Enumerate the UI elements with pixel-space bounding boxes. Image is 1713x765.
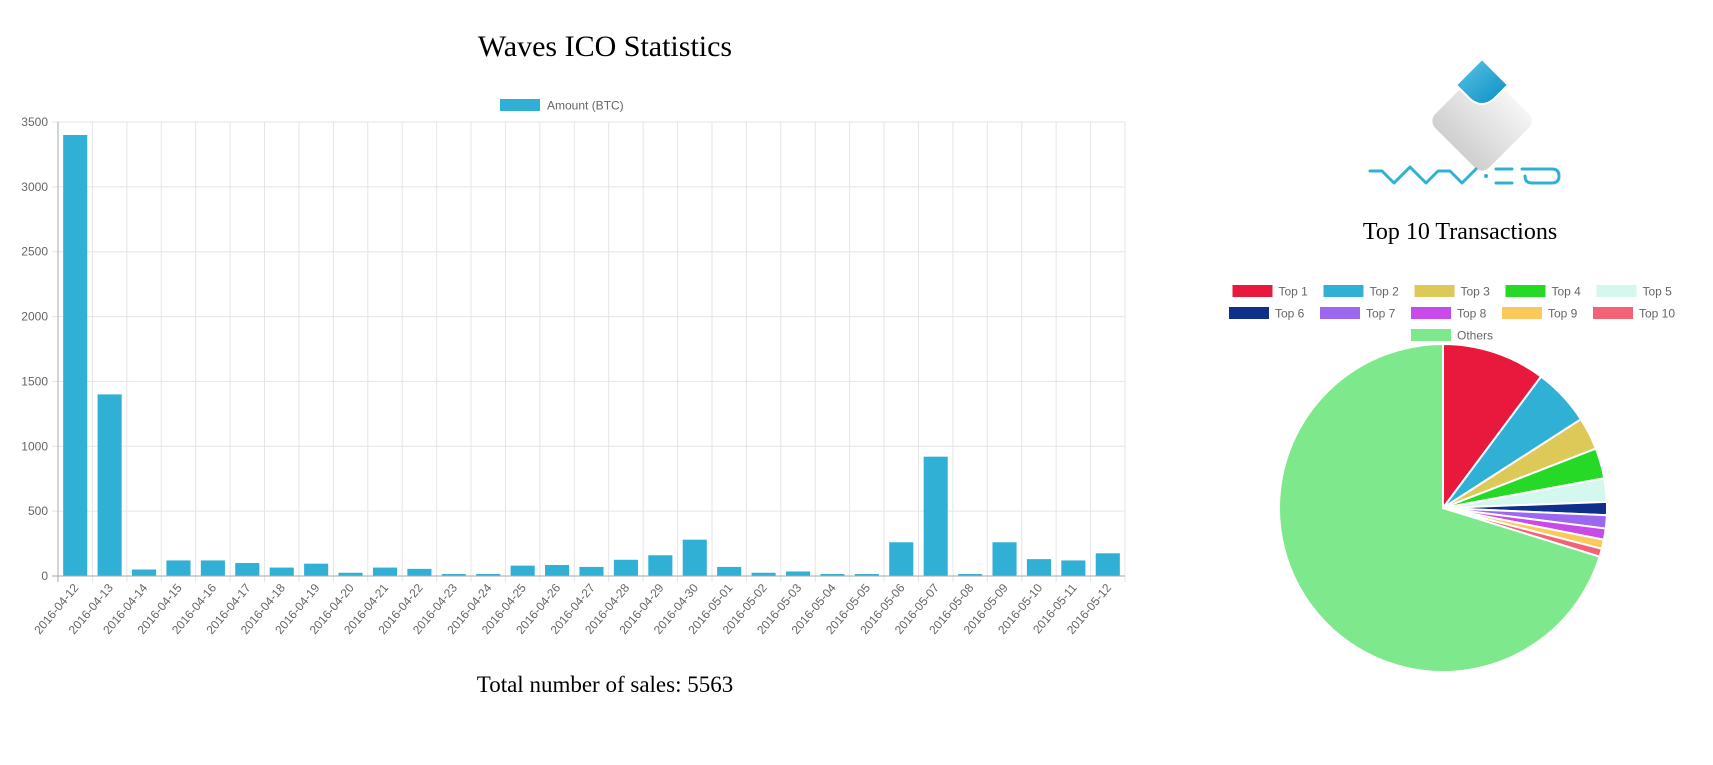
bar-2016-04-28 xyxy=(613,559,638,576)
legend-label-top-2: Top 2 xyxy=(1370,285,1400,299)
bar-2016-04-29 xyxy=(648,555,673,576)
legend-swatch-others xyxy=(1411,329,1451,341)
bar-2016-05-04 xyxy=(820,574,845,576)
waves-logo: WAVES xyxy=(1368,57,1561,192)
pie-slice-others xyxy=(1278,342,1601,673)
bar-2016-04-25 xyxy=(510,565,535,576)
bar-2016-04-24 xyxy=(476,574,501,576)
pie-legend: Top 1 Top 2 Top 3 Top 4 Top 5 Top 6 Top 7 Top 8… xyxy=(1229,285,1675,343)
pie-slice-top-1 xyxy=(1442,342,1543,512)
legend-label-top-10: Top 10 xyxy=(1639,307,1675,321)
legend-swatch-top-9 xyxy=(1502,307,1542,319)
y-tick-label: 3500 xyxy=(21,115,48,129)
legend-swatch-top-2 xyxy=(1323,285,1364,297)
bar-2016-05-12 xyxy=(1095,553,1120,576)
bar-2016-05-05 xyxy=(854,574,879,576)
legend-label-top-5: Top 5 xyxy=(1643,285,1673,299)
pie-chart-title: Top 10 Transactions xyxy=(1362,219,1558,245)
legend-label-top-9: Top 9 xyxy=(1548,307,1578,321)
legend-label-top-3: Top 3 xyxy=(1461,285,1491,299)
logo-text: WAVES xyxy=(1464,189,1468,192)
bar-2016-05-01 xyxy=(717,566,742,576)
bar-2016-04-21 xyxy=(372,567,398,576)
legend-swatch-amount xyxy=(500,99,540,111)
legend-swatch-top-8 xyxy=(1411,307,1451,319)
bar-2016-05-10 xyxy=(1026,559,1051,576)
bar-2016-05-06 xyxy=(889,542,914,576)
y-tick-label: 1000 xyxy=(21,439,48,453)
bar-legend: Amount (BTC) xyxy=(500,99,624,113)
bar-2016-04-18 xyxy=(269,567,294,576)
pie-chart: Top 1 Top 2 Top 3 Top 4 Top 5 Top 6 Top 7 Top 8… xyxy=(1229,285,1675,673)
bar-2016-04-13 xyxy=(97,394,122,576)
bar-2016-04-16 xyxy=(200,560,225,576)
chart-title: Waves ICO Statistics xyxy=(477,30,733,63)
y-tick-label: 500 xyxy=(28,504,48,518)
legend-swatch-top-1 xyxy=(1232,285,1273,297)
bar-2016-04-20 xyxy=(338,572,363,576)
bar-chart: Amount (BTC) 0 500 1000 1500 2000 2500 3000 3500… xyxy=(21,99,1126,637)
legend-swatch-top-5 xyxy=(1596,285,1637,297)
bar-2016-05-03 xyxy=(785,571,811,576)
bar-2016-04-12 xyxy=(63,134,88,576)
legend-swatch-top-10 xyxy=(1593,307,1633,319)
bar-2016-04-27 xyxy=(579,566,604,576)
bar-2016-04-17 xyxy=(235,563,260,576)
bar-2016-05-07 xyxy=(923,456,948,576)
legend-label-others: Others xyxy=(1457,329,1493,343)
bar-2016-04-22 xyxy=(407,568,432,576)
legend-swatch-top-6 xyxy=(1229,307,1269,319)
y-tick-label: 2000 xyxy=(21,310,48,324)
legend-label-top-7: Top 7 xyxy=(1366,307,1396,321)
bar-2016-05-09 xyxy=(992,542,1017,576)
total-sales-label: Total number of sales: 5563 xyxy=(476,672,734,697)
bar-2016-04-14 xyxy=(132,569,157,576)
bar-2016-04-26 xyxy=(545,564,570,576)
legend-label-top-1: Top 1 xyxy=(1279,285,1309,299)
legend-swatch-top-3 xyxy=(1414,285,1455,297)
y-tick-label: 0 xyxy=(41,569,48,583)
legend-label-top-8: Top 8 xyxy=(1457,307,1487,321)
y-tick-label: 2500 xyxy=(21,245,48,259)
bar-2016-05-08 xyxy=(958,574,983,576)
bar-2016-04-19 xyxy=(304,563,329,576)
legend-label-top-4: Top 4 xyxy=(1552,285,1582,299)
bar-2016-05-02 xyxy=(751,572,776,576)
legend-label-top-6: Top 6 xyxy=(1275,307,1305,321)
legend-label-amount: Amount (BTC) xyxy=(547,99,624,113)
y-tick-label: 3000 xyxy=(21,180,48,194)
y-tick-label: 1500 xyxy=(21,374,48,388)
legend-swatch-top-7 xyxy=(1320,307,1360,319)
bar-2016-05-11 xyxy=(1061,560,1086,576)
bar-2016-04-15 xyxy=(166,560,191,576)
legend-swatch-top-4 xyxy=(1505,285,1546,297)
bar-2016-04-23 xyxy=(441,574,466,576)
bar-2016-04-30 xyxy=(682,539,707,576)
